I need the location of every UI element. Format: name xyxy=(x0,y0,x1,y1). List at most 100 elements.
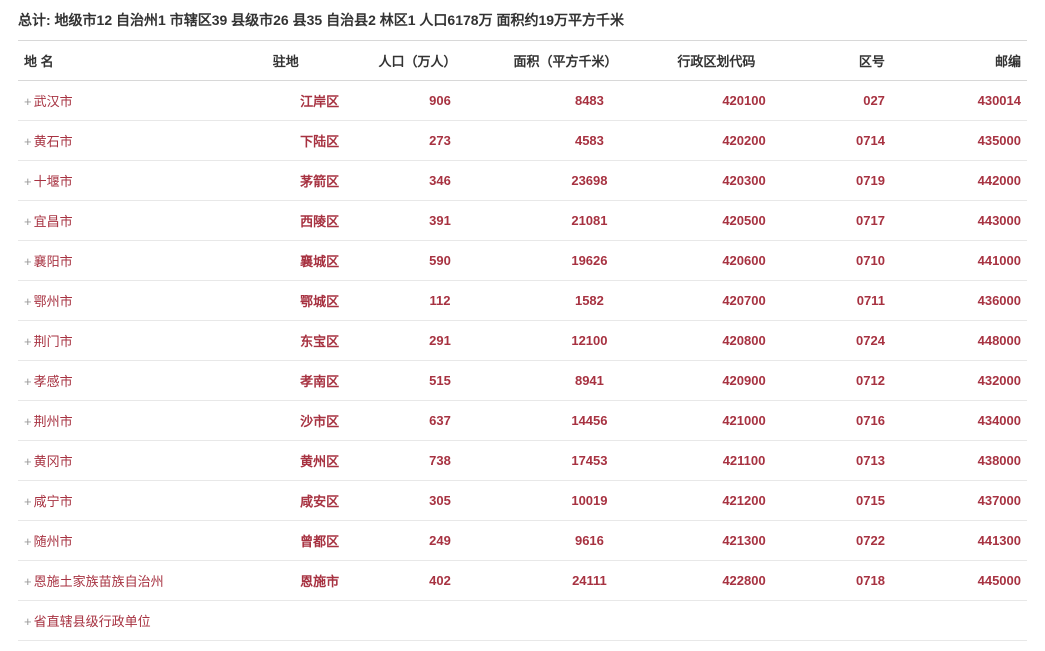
expand-icon[interactable]: + xyxy=(24,254,32,269)
col-header-area[interactable]: 面积（平方千米） xyxy=(507,41,671,81)
cell-zip xyxy=(915,601,1027,641)
expand-icon[interactable]: + xyxy=(24,94,32,109)
table-row: +鄂州市鄂城区11215824207000711436000 xyxy=(18,281,1027,321)
city-link[interactable]: 黄冈市 xyxy=(34,454,73,469)
table-container: 总计: 地级市12 自治州1 市辖区39 县级市26 县35 自治县2 林区1 … xyxy=(0,0,1045,651)
expand-icon[interactable]: + xyxy=(24,374,32,389)
cell-seat[interactable]: 茅箭区 xyxy=(267,161,373,201)
city-link[interactable]: 省直辖县级行政单位 xyxy=(34,614,151,629)
cell-pop: 391 xyxy=(373,201,508,241)
cell-tel: 0713 xyxy=(817,441,915,481)
cell-code xyxy=(671,601,816,641)
cell-seat[interactable]: 西陵区 xyxy=(267,201,373,241)
cell-code: 422800 xyxy=(671,561,816,601)
city-link[interactable]: 孝感市 xyxy=(34,374,73,389)
table-row: +孝感市孝南区51589414209000712432000 xyxy=(18,361,1027,401)
table-row: +襄阳市襄城区590196264206000710441000 xyxy=(18,241,1027,281)
city-link[interactable]: 恩施土家族苗族自治州 xyxy=(34,574,164,589)
city-link[interactable]: 鄂州市 xyxy=(34,294,73,309)
cell-area: 1582 xyxy=(507,281,671,321)
cell-name[interactable]: +十堰市 xyxy=(18,161,267,201)
cell-pop xyxy=(373,601,508,641)
cell-area: 14456 xyxy=(507,401,671,441)
col-header-seat[interactable]: 驻地 xyxy=(267,41,373,81)
col-header-name[interactable]: 地 名 xyxy=(18,41,267,81)
cell-zip: 434000 xyxy=(915,401,1027,441)
city-link[interactable]: 荆州市 xyxy=(34,414,73,429)
expand-icon[interactable]: + xyxy=(24,334,32,349)
expand-icon[interactable]: + xyxy=(24,414,32,429)
city-link[interactable]: 荆门市 xyxy=(34,334,73,349)
cell-code: 420700 xyxy=(671,281,816,321)
cell-seat[interactable]: 黄州区 xyxy=(267,441,373,481)
cell-seat[interactable]: 咸安区 xyxy=(267,481,373,521)
city-link[interactable]: 武汉市 xyxy=(34,94,73,109)
city-link[interactable]: 黄石市 xyxy=(34,134,73,149)
cell-code: 421000 xyxy=(671,401,816,441)
cell-area: 23698 xyxy=(507,161,671,201)
cell-tel: 0715 xyxy=(817,481,915,521)
city-link[interactable]: 咸宁市 xyxy=(34,494,73,509)
cell-zip: 437000 xyxy=(915,481,1027,521)
city-link[interactable]: 宜昌市 xyxy=(34,214,73,229)
col-header-pop[interactable]: 人口（万人） xyxy=(373,41,508,81)
cell-seat[interactable]: 下陆区 xyxy=(267,121,373,161)
city-link[interactable]: 随州市 xyxy=(34,534,73,549)
expand-icon[interactable]: + xyxy=(24,214,32,229)
expand-icon[interactable]: + xyxy=(24,614,32,629)
cell-name[interactable]: +宜昌市 xyxy=(18,201,267,241)
city-link[interactable]: 襄阳市 xyxy=(34,254,73,269)
expand-icon[interactable]: + xyxy=(24,134,32,149)
cell-seat[interactable]: 东宝区 xyxy=(267,321,373,361)
expand-icon[interactable]: + xyxy=(24,534,32,549)
cell-name[interactable]: +黄石市 xyxy=(18,121,267,161)
expand-icon[interactable]: + xyxy=(24,174,32,189)
cell-name[interactable]: +武汉市 xyxy=(18,81,267,121)
cell-tel: 0712 xyxy=(817,361,915,401)
expand-icon[interactable]: + xyxy=(24,294,32,309)
cell-zip: 441300 xyxy=(915,521,1027,561)
cell-name[interactable]: +襄阳市 xyxy=(18,241,267,281)
cell-tel: 0718 xyxy=(817,561,915,601)
city-link[interactable]: 十堰市 xyxy=(34,174,73,189)
cell-seat[interactable]: 孝南区 xyxy=(267,361,373,401)
cell-seat[interactable] xyxy=(267,601,373,641)
cell-area: 8941 xyxy=(507,361,671,401)
cell-area: 24111 xyxy=(507,561,671,601)
cell-pop: 305 xyxy=(373,481,508,521)
cell-seat[interactable]: 襄城区 xyxy=(267,241,373,281)
cell-name[interactable]: +孝感市 xyxy=(18,361,267,401)
table-row: +黄冈市黄州区738174534211000713438000 xyxy=(18,441,1027,481)
cell-name[interactable]: +鄂州市 xyxy=(18,281,267,321)
cell-pop: 402 xyxy=(373,561,508,601)
cell-name[interactable]: +咸宁市 xyxy=(18,481,267,521)
cell-name[interactable]: +荆门市 xyxy=(18,321,267,361)
expand-icon[interactable]: + xyxy=(24,574,32,589)
cell-seat[interactable]: 鄂城区 xyxy=(267,281,373,321)
cell-zip: 441000 xyxy=(915,241,1027,281)
cell-pop: 738 xyxy=(373,441,508,481)
cell-seat[interactable]: 恩施市 xyxy=(267,561,373,601)
col-header-zip[interactable]: 邮编 xyxy=(915,41,1027,81)
cell-name[interactable]: +恩施土家族苗族自治州 xyxy=(18,561,267,601)
table-row: +咸宁市咸安区305100194212000715437000 xyxy=(18,481,1027,521)
expand-icon[interactable]: + xyxy=(24,454,32,469)
cell-pop: 637 xyxy=(373,401,508,441)
cell-name[interactable]: +荆州市 xyxy=(18,401,267,441)
cell-name[interactable]: +随州市 xyxy=(18,521,267,561)
col-header-tel[interactable]: 区号 xyxy=(817,41,915,81)
cell-pop: 273 xyxy=(373,121,508,161)
col-header-code[interactable]: 行政区划代码 xyxy=(671,41,816,81)
cell-name[interactable]: +黄冈市 xyxy=(18,441,267,481)
cell-area: 21081 xyxy=(507,201,671,241)
cell-seat[interactable]: 沙市区 xyxy=(267,401,373,441)
cell-pop: 291 xyxy=(373,321,508,361)
cell-seat[interactable]: 江岸区 xyxy=(267,81,373,121)
cell-seat[interactable]: 曾都区 xyxy=(267,521,373,561)
table-row: +荆门市东宝区291121004208000724448000 xyxy=(18,321,1027,361)
cell-zip: 432000 xyxy=(915,361,1027,401)
cell-code: 421300 xyxy=(671,521,816,561)
cell-name[interactable]: +省直辖县级行政单位 xyxy=(18,601,267,641)
expand-icon[interactable]: + xyxy=(24,494,32,509)
cell-zip: 436000 xyxy=(915,281,1027,321)
